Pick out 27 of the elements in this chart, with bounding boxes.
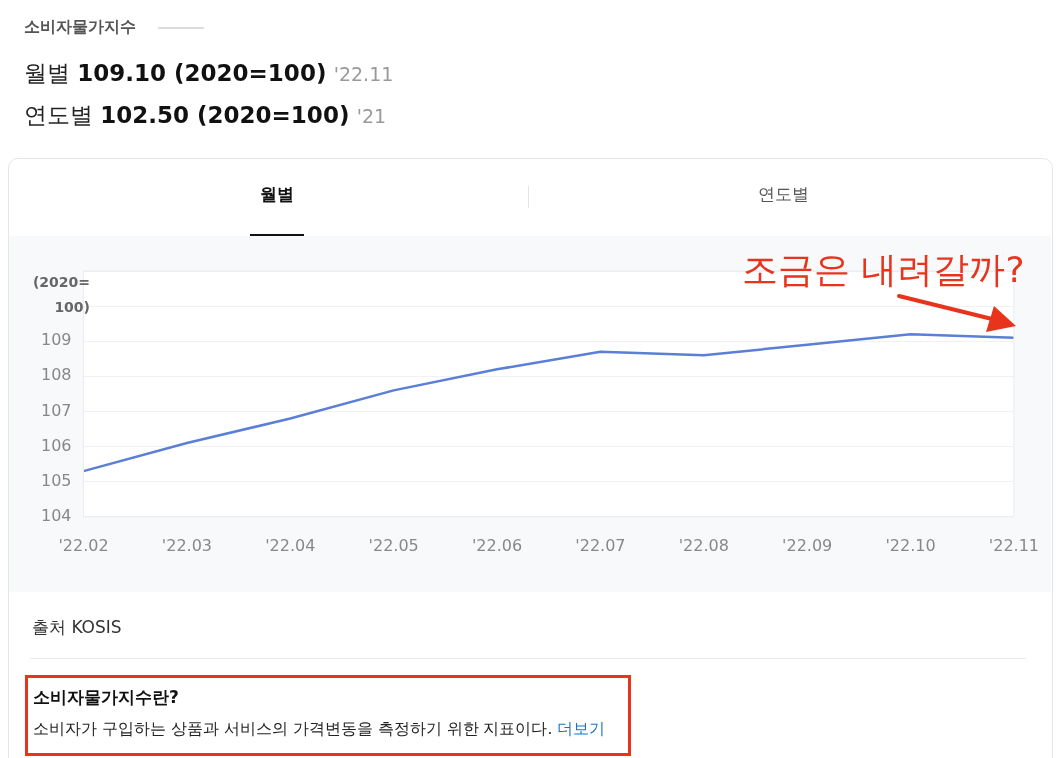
x-tick-label: '22.07 [575,535,626,555]
x-tick-label: '22.04 [265,535,316,555]
y-tick-label: 106 [40,435,72,455]
y-tick-label: 108 [40,365,72,385]
chart-title: 소비자물가지수 [24,17,136,38]
text: 월별 [259,183,295,206]
x-tick-label: '22.10 [885,535,936,555]
text: 소비자가 구입하는 상품과 서비스의 가격변동을 측정하기 위한 지표이다. [33,720,553,738]
x-tick-label: '22.06 [471,535,523,555]
y-tick-label: 104 [40,505,72,525]
y-tick-label: 109 [40,330,72,350]
text: 소비자물가지수란? [33,686,179,709]
y-tick-label: 107 [40,400,72,420]
x-tick-label: '22.05 [368,535,419,555]
text: 연도별 102.50 (2020=100) '21 [24,101,387,130]
source-note: 출처 KOSIS [32,616,122,639]
x-tick-label: '22.11 [988,535,1039,555]
text: 더보기 [557,720,606,738]
x-tick-label: '22.02 [58,535,109,555]
x-tick-label: '22.08 [678,535,729,555]
text: 연도별 [756,183,810,206]
y-tick-label: 105 [40,470,72,490]
x-tick-label: '22.03 [161,535,213,555]
chart-subtitle: 월별 109.10 (2020=100) '22.11 [24,59,394,88]
annotation: 조금은 내려갈까? [742,248,1025,292]
x-tick-label: '22.09 [782,535,833,555]
y-axis-title: (2020=100) [32,273,90,317]
